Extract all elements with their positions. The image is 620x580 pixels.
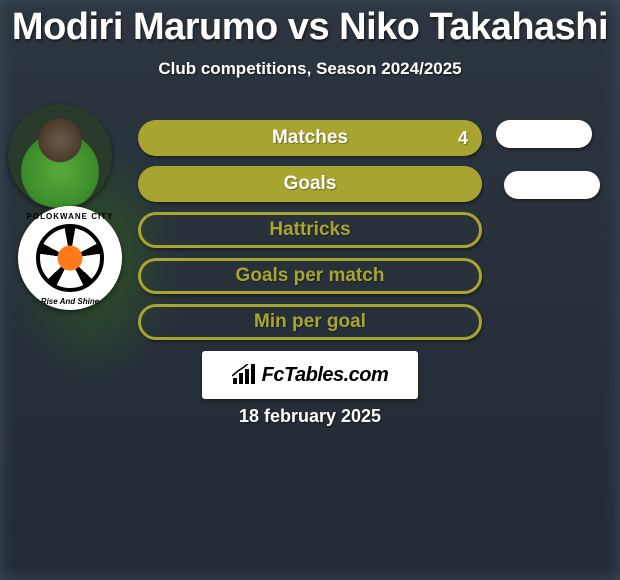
stat-row-goals: Goals xyxy=(138,166,482,202)
stat-label: Goals per match xyxy=(141,265,479,287)
bar-chart-icon xyxy=(232,364,258,386)
footer-date: 18 february 2025 xyxy=(0,406,620,427)
stat-row-matches: Matches4 xyxy=(138,120,482,156)
stat-value-left: 4 xyxy=(458,128,468,149)
stat-row-mpg: Min per goal xyxy=(138,304,482,340)
stat-pill-right xyxy=(504,171,600,199)
stat-label: Matches xyxy=(138,127,482,149)
infographic-content: Modiri Marumo vs Niko Takahashi Club com… xyxy=(0,0,620,580)
page-title: Modiri Marumo vs Niko Takahashi xyxy=(0,0,620,49)
stat-label: Goals xyxy=(138,173,482,195)
stat-label: Hattricks xyxy=(141,219,479,241)
page-subtitle: Club competitions, Season 2024/2025 xyxy=(0,59,620,79)
player-avatar xyxy=(8,104,112,208)
stat-pill-right xyxy=(496,120,592,148)
stat-row-gpm: Goals per match xyxy=(138,258,482,294)
club-badge-inner: POLOKWANE CITY Rise And Shine xyxy=(36,224,104,292)
club-badge: POLOKWANE CITY Rise And Shine xyxy=(18,206,122,310)
branding-text: FcTables.com xyxy=(262,364,389,387)
stats-container: Matches4 Goals Hattricks Goals per match Min… xyxy=(138,120,482,350)
stat-row-hattricks: Hattricks xyxy=(138,212,482,248)
stat-label: Min per goal xyxy=(141,311,479,333)
club-badge-bottom-text: Rise And Shine xyxy=(41,297,99,306)
branding-box: FcTables.com xyxy=(202,351,418,399)
club-badge-top-text: POLOKWANE CITY xyxy=(27,212,114,221)
